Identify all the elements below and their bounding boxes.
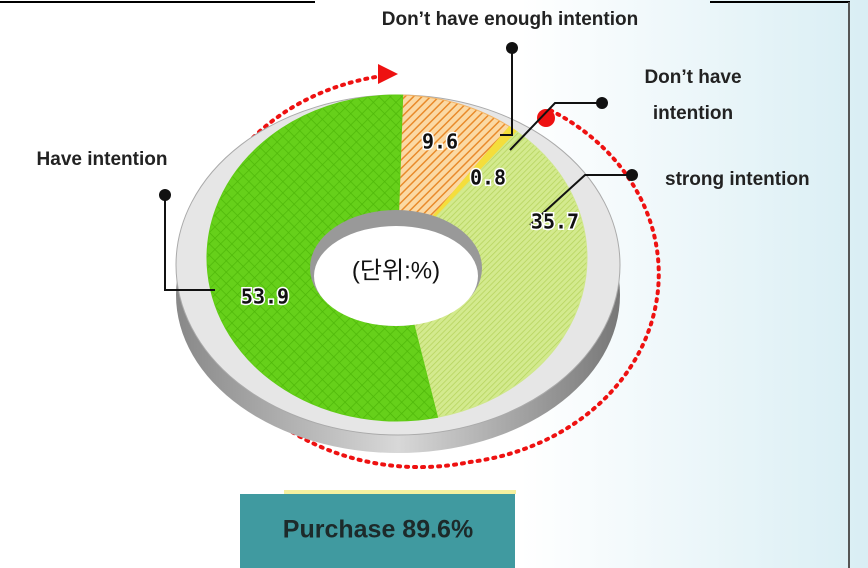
leader-dot [506,42,518,54]
category-label: Don’t have enough intention [382,9,638,30]
leader-line [529,174,632,226]
donut-hole [314,226,478,326]
arrow-arc [198,108,661,470]
marker [537,109,555,127]
leader-line [500,48,513,136]
annotation: Purchase 89.6% [283,516,473,544]
leader-dot [626,169,638,181]
box-strip [284,490,516,494]
leader-dot [159,189,171,201]
slice [396,130,588,418]
value-label: 0.8 [470,166,506,190]
value-label: 53.9 [241,285,289,309]
category-label: Don’t have intention [644,67,741,124]
category-label: strong intention [665,169,810,190]
leader-dot [596,97,608,109]
category-label: Have intention [37,149,168,170]
leader-line [509,102,602,151]
center-label: (단위:%) [352,257,440,284]
annotation-box [240,494,515,568]
value-label: 9.6 [422,130,458,154]
leader-line [164,195,215,291]
value-label: 35.7 [531,210,579,234]
arrow-head [378,64,398,84]
